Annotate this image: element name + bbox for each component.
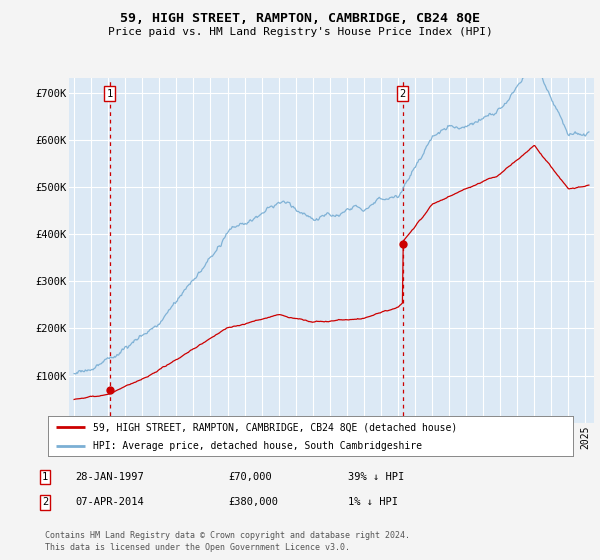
Text: 59, HIGH STREET, RAMPTON, CAMBRIDGE, CB24 8QE (detached house): 59, HIGH STREET, RAMPTON, CAMBRIDGE, CB2… [92,422,457,432]
Text: 2: 2 [400,88,406,99]
Text: 28-JAN-1997: 28-JAN-1997 [75,472,144,482]
Text: 2: 2 [42,497,48,507]
Text: 1: 1 [106,88,113,99]
Text: HPI: Average price, detached house, South Cambridgeshire: HPI: Average price, detached house, Sout… [92,441,422,451]
Text: 39% ↓ HPI: 39% ↓ HPI [348,472,404,482]
Text: £70,000: £70,000 [228,472,272,482]
Text: Contains HM Land Registry data © Crown copyright and database right 2024.: Contains HM Land Registry data © Crown c… [45,531,410,540]
Text: This data is licensed under the Open Government Licence v3.0.: This data is licensed under the Open Gov… [45,543,350,552]
Text: Price paid vs. HM Land Registry's House Price Index (HPI): Price paid vs. HM Land Registry's House … [107,27,493,38]
Text: 1: 1 [42,472,48,482]
Text: 1% ↓ HPI: 1% ↓ HPI [348,497,398,507]
Text: £380,000: £380,000 [228,497,278,507]
Text: 07-APR-2014: 07-APR-2014 [75,497,144,507]
Text: 59, HIGH STREET, RAMPTON, CAMBRIDGE, CB24 8QE: 59, HIGH STREET, RAMPTON, CAMBRIDGE, CB2… [120,12,480,25]
